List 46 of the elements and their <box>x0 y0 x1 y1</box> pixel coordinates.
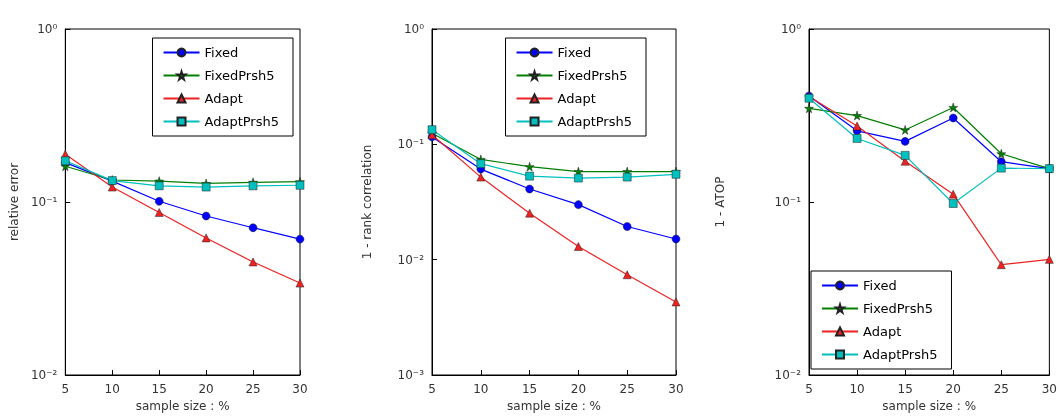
x-tick-label: 10 <box>849 382 865 396</box>
x-tick-label: 15 <box>897 382 913 396</box>
y-tick-label: 10⁻³ <box>397 368 425 382</box>
x-tick-label: 5 <box>428 382 436 396</box>
x-tick-label: 30 <box>668 382 684 396</box>
legend-label: FixedPrsh5 <box>863 301 933 316</box>
y-tick-label: 10⁻² <box>30 368 58 382</box>
x-axis-title: sample size : % <box>507 398 601 413</box>
y-axis-title: relative error <box>7 162 21 242</box>
x-tick-label: 10 <box>104 382 120 396</box>
legend-label: AdaptPrsh5 <box>863 347 938 362</box>
y-tick-label: 10⁻¹ <box>30 195 58 209</box>
y-tick-label: 10⁻¹ <box>774 195 802 209</box>
y-tick-label: 10⁰ <box>780 22 802 36</box>
x-tick-label: 25 <box>993 382 1009 396</box>
x-tick-label: 5 <box>61 382 70 396</box>
x-tick-label: 20 <box>198 382 214 396</box>
x-tick-label: 20 <box>945 382 961 396</box>
x-tick-label: 15 <box>151 382 167 396</box>
x-tick-label: 30 <box>1041 382 1058 396</box>
y-tick-label: 10⁻¹ <box>397 137 425 152</box>
x-tick-label: 25 <box>245 382 261 396</box>
x-axis-title: sample size : % <box>135 398 230 413</box>
legend-label: Adapt <box>557 91 596 106</box>
x-tick-label: 20 <box>570 382 587 396</box>
y-axis-title: 1 - rank correlation <box>360 144 374 260</box>
x-tick-label: 15 <box>521 382 538 396</box>
legend-label: FixedPrsh5 <box>204 68 275 83</box>
x-tick-label: 10 <box>473 382 489 396</box>
x-tick-label: 5 <box>805 382 813 396</box>
legend-label: AdaptPrsh5 <box>557 114 633 129</box>
legend-label: AdaptPrsh5 <box>204 114 280 129</box>
x-tick-label: 25 <box>619 382 635 396</box>
y-tick-label: 10⁻² <box>397 252 425 267</box>
y-tick-label: 10⁻² <box>774 368 802 382</box>
legend-label: Fixed <box>204 45 239 60</box>
legend-label: FixedPrsh5 <box>557 68 628 83</box>
legend-label: Fixed <box>557 45 592 60</box>
legend-label: Fixed <box>863 278 897 293</box>
y-tick-label: 10⁰ <box>403 22 425 36</box>
y-tick-label: 10⁰ <box>37 22 58 36</box>
y-axis-title: 1 - ATOP <box>713 176 727 228</box>
legend-label: Adapt <box>863 324 902 339</box>
x-axis-title: sample size : % <box>882 398 977 413</box>
x-tick-label: 30 <box>292 382 308 396</box>
legend-label: Adapt <box>204 91 243 106</box>
